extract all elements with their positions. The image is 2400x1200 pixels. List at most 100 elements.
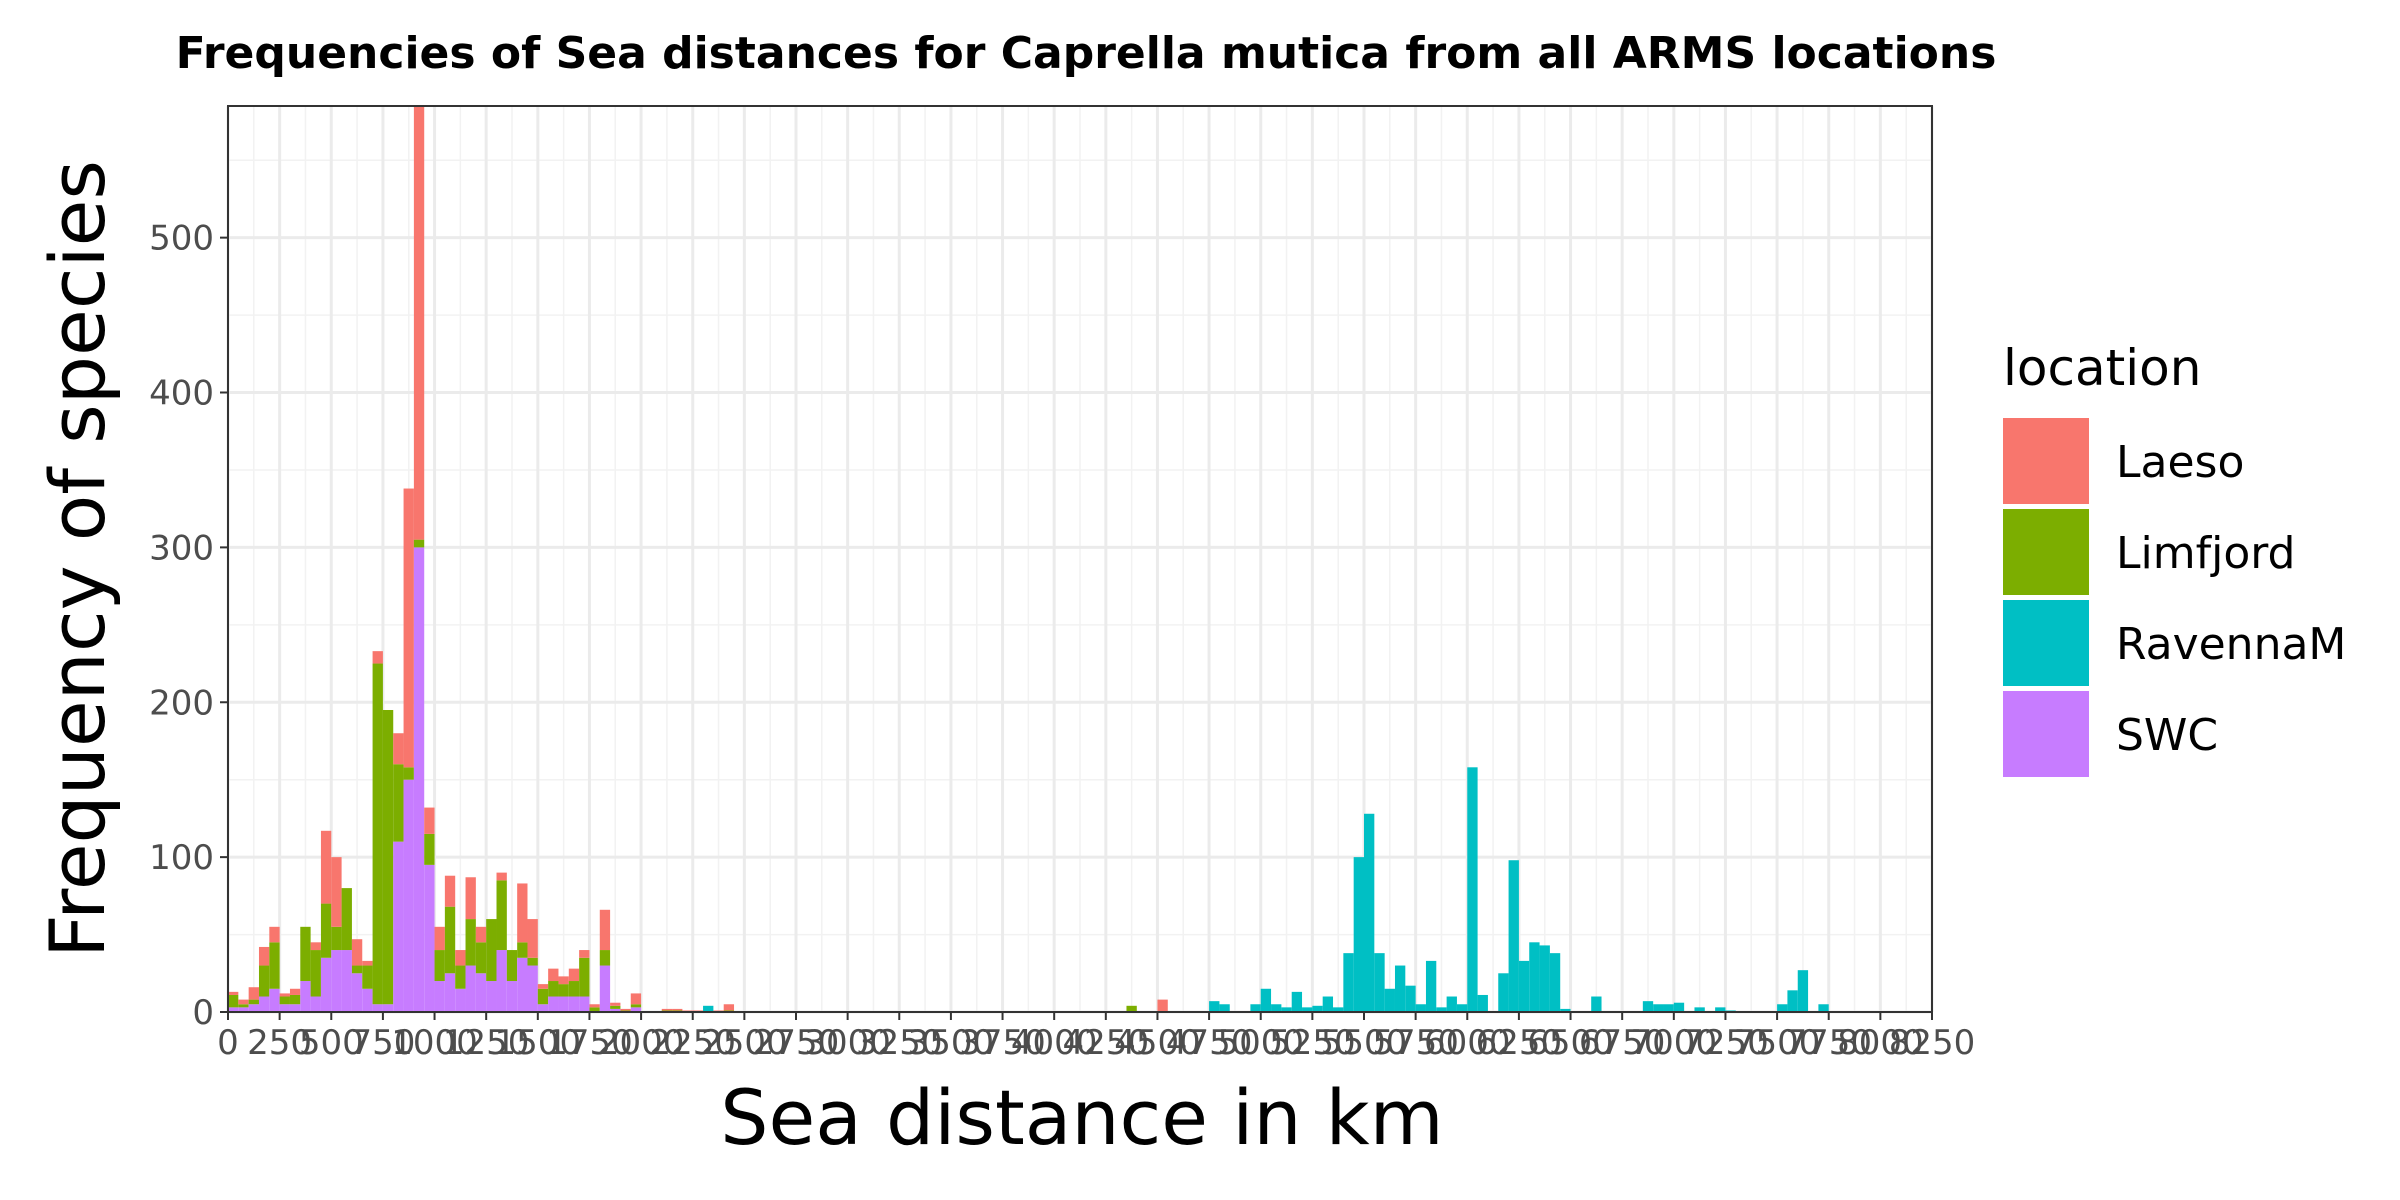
bar-limfjord-1450 — [527, 957, 538, 966]
bar-laeso-2100 — [661, 1008, 673, 1011]
bar-laeso-1550 — [548, 968, 559, 982]
bar-limfjord-650 — [362, 965, 373, 989]
bar-limfjord-4350 — [1126, 1005, 1137, 1012]
bar-laeso-1150 — [465, 877, 476, 920]
bar-limfjord-1100 — [455, 965, 466, 989]
bar-limfjord-1950 — [630, 1004, 642, 1008]
bar-ravennam-4750 — [1209, 1001, 1220, 1012]
bar-ravennam-6950 — [1663, 1004, 1674, 1012]
bar-ravennam-6150 — [1498, 973, 1509, 1012]
bar-laeso-500 — [331, 857, 342, 927]
bar-limfjord-850 — [403, 767, 414, 780]
bar-limfjord-1000 — [434, 950, 445, 982]
x-tick-label: 5000 — [1217, 1023, 1304, 1063]
bar-swc-50 — [238, 1007, 249, 1012]
bar-laeso-1050 — [444, 875, 456, 907]
bar-limfjord-400 — [310, 950, 321, 997]
bar-laeso-450 — [320, 830, 332, 904]
x-tick-label: 6750 — [1579, 1023, 1666, 1063]
bar-ravennam-5100 — [1281, 1007, 1292, 1012]
bar-swc-600 — [351, 973, 363, 1012]
bar-swc-700 — [372, 1004, 383, 1012]
bar-limfjord-1850 — [610, 1005, 621, 1009]
bar-laeso-1950 — [630, 993, 642, 1005]
bar-ravennam-6600 — [1591, 996, 1602, 1012]
bar-swc-1150 — [465, 965, 476, 1012]
x-tick-label: 500 — [299, 1023, 364, 1063]
x-tick-label: 4750 — [1166, 1023, 1253, 1063]
bar-limfjord-1600 — [558, 984, 569, 997]
bar-ravennam-5350 — [1333, 1007, 1344, 1012]
bar-limfjord-1800 — [599, 950, 611, 966]
x-tick-label: 6500 — [1527, 1023, 1614, 1063]
bar-limfjord-1300 — [496, 880, 507, 951]
bar-swc-200 — [269, 988, 280, 1012]
bar-laeso-1450 — [527, 919, 538, 958]
bar-swc-1400 — [517, 957, 528, 1012]
bars — [228, 106, 1829, 1012]
bar-limfjord-950 — [424, 833, 435, 865]
bar-ravennam-7500 — [1777, 1004, 1788, 1012]
legend-key-limfjord — [2003, 509, 2089, 595]
bar-limfjord-250 — [279, 996, 290, 1005]
bar-ravennam-5600 — [1384, 988, 1395, 1012]
y-axis-title: Frequency of species — [33, 160, 122, 958]
x-axis-ticks: 0 250500750100012501500175020002250250027… — [217, 1012, 1975, 1063]
bar-limfjord-1650 — [568, 981, 580, 997]
bar-ravennam-5750 — [1415, 1004, 1426, 1012]
bar-limfjord-350 — [300, 926, 311, 982]
bar-swc-400 — [310, 996, 321, 1012]
bar-laeso-150 — [258, 946, 270, 966]
bar-laeso-800 — [393, 733, 404, 765]
bar-ravennam-6350 — [1539, 945, 1550, 1012]
legend-title: location — [2003, 339, 2201, 397]
bar-swc-900 — [413, 547, 425, 1012]
bar-laeso-1000 — [434, 926, 445, 951]
bar-laeso-1300 — [496, 872, 507, 881]
x-tick-label: 1250 — [443, 1023, 530, 1063]
bar-swc-1450 — [527, 965, 538, 1012]
bar-laeso-850 — [403, 488, 414, 768]
x-tick-label: 250 — [247, 1023, 312, 1063]
bar-limfjord-1700 — [579, 957, 590, 997]
bar-limfjord-550 — [341, 888, 352, 951]
bar-ravennam-6250 — [1518, 960, 1530, 1012]
bar-swc-1550 — [548, 996, 559, 1012]
x-tick-label: 7250 — [1682, 1023, 1769, 1063]
bar-ravennam-6050 — [1477, 994, 1488, 1012]
x-tick-label: 0 — [217, 1023, 239, 1063]
bar-ravennam-5550 — [1374, 953, 1385, 1012]
chart-title: Frequencies of Sea distances for Caprell… — [176, 28, 1997, 79]
x-tick-label: 1000 — [391, 1023, 478, 1063]
legend-key-swc — [2003, 691, 2089, 777]
bar-swc-1050 — [444, 973, 456, 1012]
bar-laeso-250 — [279, 993, 290, 997]
bar-ravennam-5650 — [1394, 965, 1406, 1012]
bar-laeso-1900 — [620, 1008, 631, 1011]
bar-laeso-1100 — [455, 950, 466, 966]
bar-ravennam-5050 — [1271, 1004, 1282, 1012]
bar-ravennam-2300 — [703, 1005, 714, 1012]
y-tick-label: 200 — [149, 683, 214, 723]
bar-swc-1300 — [496, 950, 507, 1012]
plot-border — [227, 105, 1933, 1013]
bar-laeso-1400 — [517, 883, 528, 943]
x-tick-label: 2500 — [701, 1023, 788, 1063]
bar-swc-500 — [331, 950, 342, 1012]
bar-laeso-1600 — [558, 976, 569, 985]
bar-ravennam-5800 — [1425, 960, 1437, 1012]
x-tick-label: 3250 — [856, 1023, 943, 1063]
bar-limfjord-800 — [393, 764, 404, 842]
bar-ravennam-5900 — [1446, 996, 1457, 1012]
x-tick-label: 3750 — [959, 1023, 1046, 1063]
y-tick-label: 500 — [149, 219, 214, 259]
y-axis-ticks: 0 100 200 300 400 500 — [149, 219, 228, 1033]
y-tick-label: 100 — [149, 838, 214, 878]
x-tick-label: 750 — [350, 1023, 415, 1063]
bar-laeso-600 — [351, 939, 363, 966]
bar-limfjord-1750 — [589, 1007, 600, 1012]
legend-label-ravennam: RavennaM — [2116, 619, 2346, 670]
bar-laeso-50 — [238, 999, 249, 1005]
x-tick-label: 3500 — [908, 1023, 995, 1063]
bar-ravennam-6400 — [1549, 953, 1561, 1012]
